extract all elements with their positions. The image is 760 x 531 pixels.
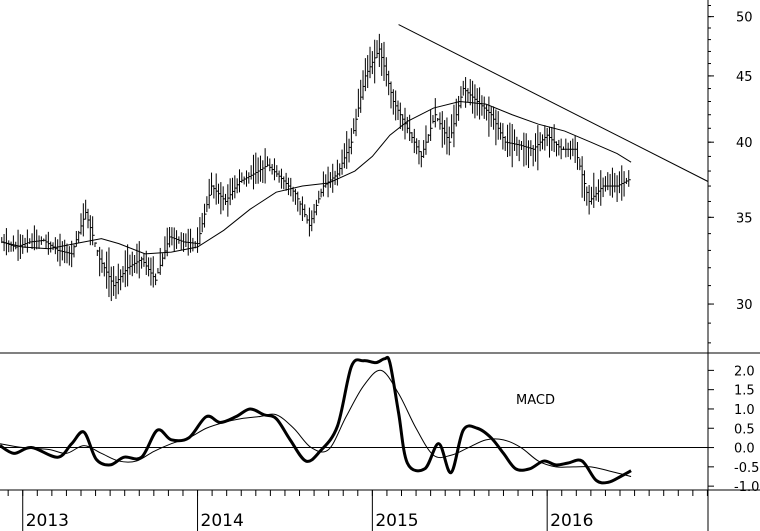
macd-label: MACD	[516, 393, 555, 408]
price-axis-label: 45	[736, 70, 753, 85]
resistance-trendline	[398, 24, 709, 182]
macd-axis-label: 0.0	[734, 442, 755, 457]
macd-line	[0, 355, 632, 485]
macd-axis-label: 0.5	[734, 422, 755, 437]
price-axis-label: 35	[736, 211, 753, 226]
macd-axis-label: 2.0	[734, 364, 755, 379]
price-axis-label: 50	[736, 11, 753, 26]
macd-signal-line	[0, 369, 632, 477]
price-axis-label: 40	[736, 136, 753, 151]
macd-axis-label: 1.5	[734, 384, 755, 399]
moving-average-line	[1, 100, 632, 255]
x-axis-year-label: 2015	[375, 511, 418, 531]
price-axis-label: 30	[736, 298, 753, 313]
macd-axis-label: -1.0	[734, 480, 759, 495]
macd-panel: 2.0 1.5 1.0 0.5 0.0 -0.5 -1.0	[0, 355, 759, 495]
macd-axis-label: -0.5	[734, 461, 759, 476]
x-axis-year-label: 2013	[26, 511, 69, 531]
x-axis-year-label: 2014	[201, 511, 244, 531]
x-axis-year-label: 2016	[550, 511, 593, 531]
macd-axis-label: 1.0	[734, 403, 755, 418]
price-panel: 30 35 40 45 50	[1, 4, 753, 344]
